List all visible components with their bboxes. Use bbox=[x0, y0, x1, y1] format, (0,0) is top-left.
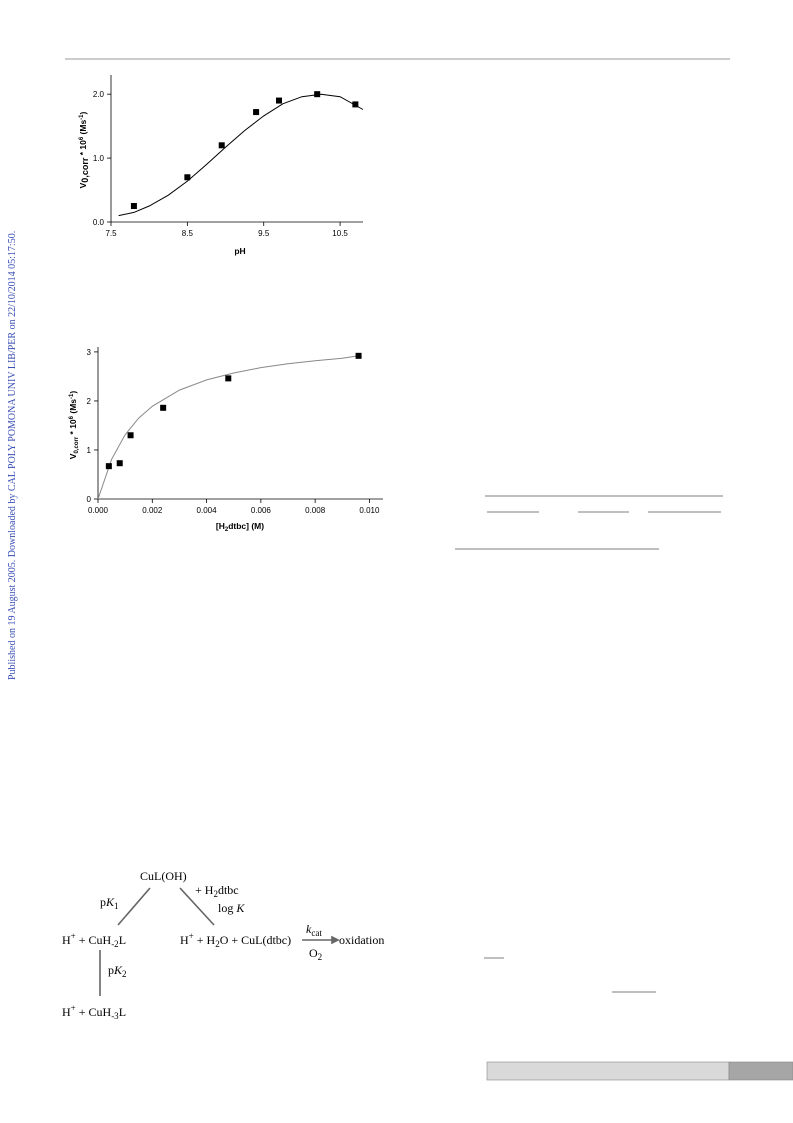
data-point bbox=[218, 142, 225, 149]
species: CuL(OH) bbox=[140, 869, 187, 883]
x-tick-label: 0.010 bbox=[359, 506, 380, 515]
footer-bar bbox=[486, 1061, 730, 1081]
arrows bbox=[99, 887, 340, 996]
arrow-head bbox=[331, 935, 340, 945]
x-tick-label: 0.006 bbox=[251, 506, 272, 515]
species: H+ + CuH-3L bbox=[62, 1003, 126, 1021]
arrow bbox=[117, 887, 151, 926]
x-tick-label: 7.5 bbox=[105, 229, 117, 238]
y-axis-label: V0,corr * 106 (Ms-1) bbox=[68, 391, 80, 460]
equilibrium-label: pK2 bbox=[108, 963, 127, 979]
data-point bbox=[127, 432, 134, 439]
x-tick-label: 0.000 bbox=[88, 506, 109, 515]
x-tick-label: 0.002 bbox=[142, 506, 163, 515]
y-tick-label: 0.0 bbox=[93, 218, 105, 227]
y-tick-label: 2.0 bbox=[93, 90, 105, 99]
data-point bbox=[276, 97, 282, 104]
chart-h2dtbc: V0,corr * 106 (Ms-1) [H2dtbc] (M) 0 1 2 3 0.… bbox=[68, 347, 383, 533]
equilibrium-label: pK1 bbox=[100, 895, 119, 911]
x-tick-label: 8.5 bbox=[182, 229, 194, 238]
y-tick-label: 1.0 bbox=[93, 154, 105, 163]
data-point bbox=[225, 375, 232, 382]
x-tick-label: 0.004 bbox=[197, 506, 218, 515]
equilibrium-label: log K bbox=[218, 901, 245, 915]
table-rules bbox=[455, 495, 723, 993]
y-axis-label: V0,corr * 106 (Ms-1) bbox=[78, 111, 90, 188]
data-point bbox=[105, 463, 112, 470]
footer-bar-end bbox=[728, 1061, 793, 1081]
species: H+ + H2O + CuL(dtbc) bbox=[180, 931, 291, 949]
data-point bbox=[314, 91, 321, 98]
fit-curve bbox=[97, 355, 359, 500]
reagent: + H2dtbc bbox=[195, 883, 239, 899]
data-point bbox=[355, 352, 362, 359]
y-tick-label: 3 bbox=[87, 348, 92, 357]
reaction-scheme: CuL(OH) pK1 + H2dtbc log K H+ + CuH-2L H… bbox=[62, 869, 384, 1021]
y-tick-label: 2 bbox=[87, 397, 92, 406]
data-point bbox=[352, 101, 359, 108]
rate-label: kcat bbox=[306, 922, 322, 938]
species: H+ + CuH-2L bbox=[62, 931, 126, 949]
y-tick-label: 1 bbox=[87, 446, 92, 455]
sidebar-note: Published on 19 August 2005. Downloaded … bbox=[7, 231, 18, 680]
data-point bbox=[116, 460, 123, 467]
data-point bbox=[160, 404, 167, 411]
x-axis-label: pH bbox=[234, 246, 245, 256]
arrow bbox=[179, 887, 215, 926]
data-point bbox=[253, 109, 260, 116]
product: oxidation bbox=[339, 933, 384, 947]
reagent: O2 bbox=[309, 946, 322, 962]
chart-ph: V0,corr * 106 (Ms-1) pH 0.0 1.0 2.0 7.5 8.5 9… bbox=[78, 75, 364, 256]
fit-curve bbox=[118, 93, 364, 217]
x-tick-label: 0.008 bbox=[305, 506, 326, 515]
y-tick-label: 0 bbox=[87, 495, 92, 504]
x-tick-label: 9.5 bbox=[258, 229, 270, 238]
data-point bbox=[130, 203, 137, 210]
x-tick-label: 10.5 bbox=[332, 229, 348, 238]
x-axis-label: [H2dtbc] (M) bbox=[216, 521, 264, 533]
data-point bbox=[184, 174, 191, 181]
